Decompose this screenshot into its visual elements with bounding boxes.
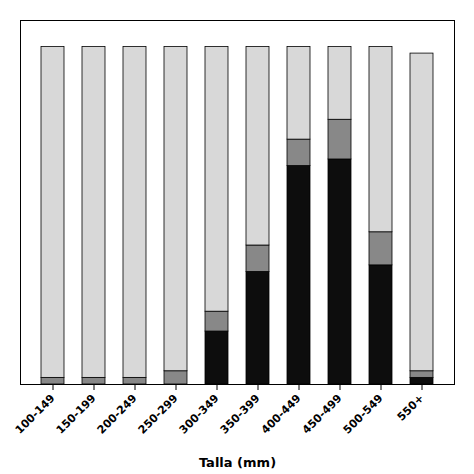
svg-text:100-149: 100-149: [13, 392, 58, 437]
svg-text:450-499: 450-499: [300, 392, 345, 437]
svg-text:350-399: 350-399: [218, 392, 263, 437]
svg-text:Talla (mm): Talla (mm): [199, 455, 276, 470]
svg-text:250-299: 250-299: [136, 392, 181, 437]
svg-text:200-249: 200-249: [95, 392, 140, 437]
svg-text:300-349: 300-349: [177, 392, 222, 437]
svg-text:150-199: 150-199: [54, 392, 99, 437]
svg-text:400-449: 400-449: [259, 392, 304, 437]
svg-text:550+: 550+: [395, 392, 427, 424]
svg-text:500-549: 500-549: [341, 392, 386, 437]
